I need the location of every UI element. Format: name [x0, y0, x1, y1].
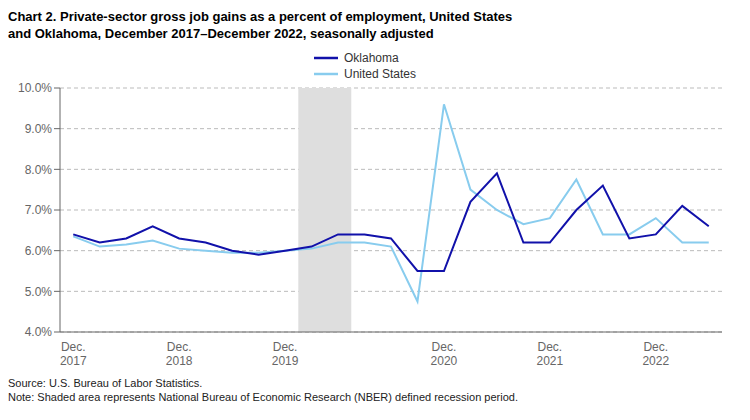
- svg-text:Dec.2021: Dec.2021: [537, 340, 564, 368]
- svg-text:Dec.2018: Dec.2018: [166, 340, 193, 368]
- html-text:and Oklahoma, December 2017–De: and Oklahoma, December 2017–December 202…: [8, 26, 434, 41]
- svg-text:Dec.2020: Dec.2020: [431, 340, 458, 368]
- html-text:United States: United States: [344, 67, 416, 81]
- html-text:Oklahoma: Oklahoma: [344, 51, 399, 65]
- svg-text:9.0%: 9.0%: [25, 122, 53, 136]
- html-text:Chart 2. Private-sector gross: Chart 2. Private-sector gross job gains …: [8, 9, 513, 24]
- svg-text:7.0%: 7.0%: [25, 203, 53, 217]
- svg-text:6.0%: 6.0%: [25, 244, 53, 258]
- svg-text:10.0%: 10.0%: [18, 81, 52, 95]
- svg-text:5.0%: 5.0%: [25, 285, 53, 299]
- svg-text:4.0%: 4.0%: [25, 325, 53, 339]
- svg-text:8.0%: 8.0%: [25, 163, 53, 177]
- svg-text:Dec.2022: Dec.2022: [642, 340, 669, 368]
- html-text:Note: Shaded area represents N: Note: Shaded area represents National Bu…: [8, 391, 518, 403]
- html-text:Source: U.S. Bureau of Labor S: Source: U.S. Bureau of Labor Statistics.: [8, 377, 203, 389]
- svg-text:Dec.2019: Dec.2019: [272, 340, 299, 368]
- svg-text:Dec.2017: Dec.2017: [60, 340, 87, 368]
